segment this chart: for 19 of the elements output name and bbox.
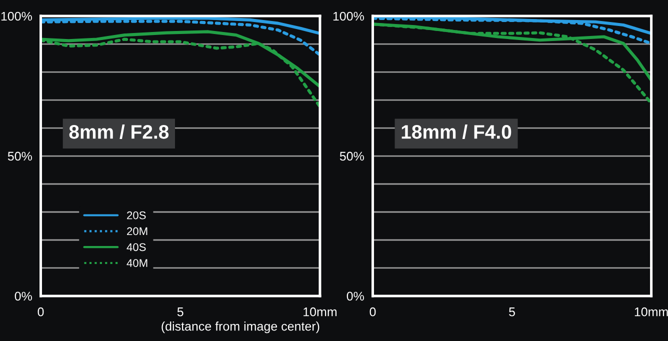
x-tick-label: 5 <box>509 308 515 316</box>
legend-label: 20M <box>127 227 148 236</box>
y-tick-label: 50% <box>8 152 32 161</box>
x-tick-label: 5 <box>177 308 184 316</box>
y-tick-label: 0% <box>14 292 32 301</box>
legend-label: 20S <box>127 211 146 220</box>
y-tick-label: 100% <box>1 12 32 21</box>
annotation: 8mm / F2.8 <box>69 124 169 140</box>
x-axis-title: (distance from image center) <box>162 322 320 334</box>
legend-label: 40S <box>126 243 146 252</box>
x-tick-label: 10mm <box>634 307 668 316</box>
x-tick-label: 0 <box>370 307 376 316</box>
annotation: 18mm / F4.0 <box>402 124 512 140</box>
x-tick-label: 0 <box>38 307 44 316</box>
x-tick-label: 10mm <box>304 307 337 316</box>
y-tick-label: 0% <box>346 292 364 301</box>
legend-label: 40M <box>126 259 148 267</box>
y-tick-label: 50% <box>340 152 364 161</box>
y-tick-label: 100% <box>333 12 364 21</box>
